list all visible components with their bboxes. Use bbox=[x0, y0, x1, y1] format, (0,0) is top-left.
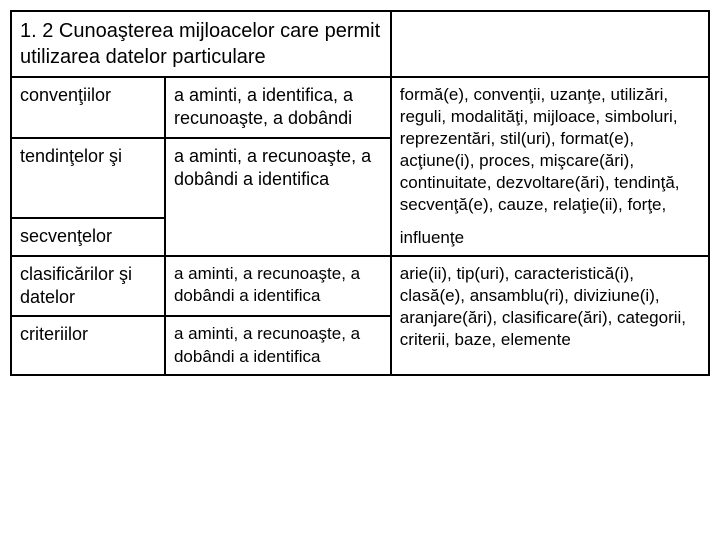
cell-text: tendinţelor şi bbox=[20, 146, 122, 166]
header-title: 1. 2 Cunoaşterea mijloacelor care permit… bbox=[20, 20, 380, 68]
cell-col1: criteriilor bbox=[11, 316, 165, 374]
cell-col3-merged: arie(ii), tip(uri), caracteristică(i), c… bbox=[391, 256, 709, 375]
cell-col1: secvenţelor bbox=[11, 218, 165, 255]
cell-text-part2: influenţe bbox=[400, 227, 700, 249]
cell-col2: a aminti, a identifica, a recunoaşte, a … bbox=[165, 77, 391, 138]
cell-text: a aminti, a recunoaşte, a dobândi a iden… bbox=[174, 264, 360, 305]
content-table: 1. 2 Cunoaşterea mijloacelor care permit… bbox=[10, 10, 710, 376]
table-row: clasificărilor şi datelor a aminti, a re… bbox=[11, 256, 709, 317]
cell-text: a aminti, a identifica, a recunoaşte, a … bbox=[174, 85, 353, 128]
cell-text: convenţiilor bbox=[20, 85, 111, 105]
cell-text: criteriilor bbox=[20, 324, 88, 344]
cell-col2: a aminti, a recunoaşte, a dobândi a iden… bbox=[165, 316, 391, 374]
cell-text: a aminti, a recunoaşte, a dobândi a iden… bbox=[174, 324, 360, 365]
cell-text: a aminti, a recunoaşte, a dobândi a iden… bbox=[174, 146, 371, 189]
cell-col2: a aminti, a recunoaşte, a dobândi a iden… bbox=[165, 256, 391, 317]
table-header-row: 1. 2 Cunoaşterea mijloacelor care permit… bbox=[11, 11, 709, 77]
cell-col2-merged: a aminti, a recunoaşte, a dobândi a iden… bbox=[165, 138, 391, 256]
cell-text: arie(ii), tip(uri), caracteristică(i), c… bbox=[400, 264, 686, 349]
cell-col1: tendinţelor şi bbox=[11, 138, 165, 218]
header-left-cell: 1. 2 Cunoaşterea mijloacelor care permit… bbox=[11, 11, 391, 77]
cell-col1: clasificărilor şi datelor bbox=[11, 256, 165, 317]
cell-text: clasificărilor şi datelor bbox=[20, 264, 132, 307]
cell-text: secvenţelor bbox=[20, 226, 112, 246]
cell-col3-merged: formă(e), convenţii, uzanţe, utilizări, … bbox=[391, 77, 709, 256]
cell-col1: convenţiilor bbox=[11, 77, 165, 138]
cell-text-part1: formă(e), convenţii, uzanţe, utilizări, … bbox=[400, 84, 700, 217]
header-right-cell bbox=[391, 11, 709, 77]
table-row: convenţiilor a aminti, a identifica, a r… bbox=[11, 77, 709, 138]
